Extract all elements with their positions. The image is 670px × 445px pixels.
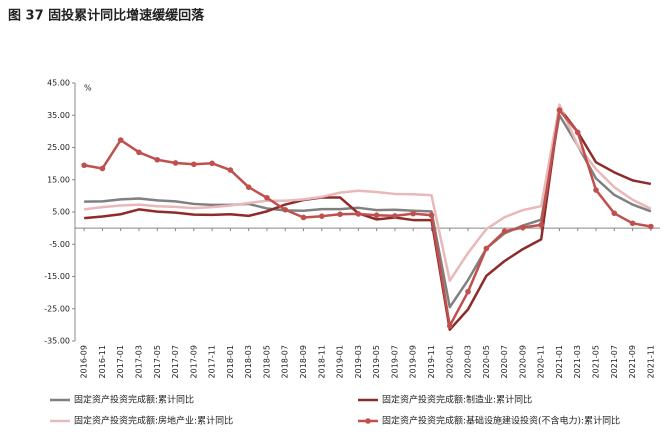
point-marker	[574, 129, 581, 136]
x-tick-label: 2021-09	[628, 345, 637, 378]
point-marker	[410, 210, 417, 217]
x-tick-label: 2017-05	[153, 345, 162, 378]
x-tick-label: 2020-01	[445, 345, 454, 378]
x-tick-label: 2018-11	[317, 345, 326, 378]
point-marker	[538, 222, 544, 228]
x-tick-label: 2020-05	[482, 345, 491, 378]
point-marker	[611, 210, 618, 217]
x-tick-label: 2017-09	[189, 345, 198, 378]
x-tick-label: 2019-07	[390, 345, 399, 378]
x-tick-label: 2018-01	[226, 345, 235, 378]
point-marker	[520, 224, 526, 231]
x-tick-label: 2019-09	[409, 345, 418, 378]
x-tick-label: 2019-05	[372, 345, 381, 378]
x-tick-label: 2020-03	[464, 345, 473, 378]
point-marker	[81, 162, 87, 169]
x-tick-label: 2018-07	[281, 345, 290, 378]
x-tick-label: 2017-01	[116, 345, 125, 378]
y-tick-label: 5.00	[52, 208, 70, 217]
point-marker	[465, 288, 471, 295]
y-tick-label: 45.00	[47, 79, 70, 88]
series-line	[83, 103, 652, 282]
y-tick-label: 35.00	[47, 111, 70, 120]
point-marker	[172, 160, 179, 166]
x-tick-label: 2018-09	[299, 345, 308, 378]
point-marker	[282, 206, 289, 213]
x-tick-label: 2016-09	[80, 345, 89, 378]
legend-label: 固定资产投资完成额:基础设施建设投资(不含电力):累计同比	[382, 415, 620, 427]
y-tick-label: -15.00	[44, 272, 70, 281]
x-tick-label: 2017-11	[208, 345, 217, 378]
x-tick-label: 2021-07	[610, 345, 619, 378]
point-marker	[209, 160, 215, 167]
point-marker	[227, 167, 234, 173]
x-tick-label: 2019-11	[427, 345, 436, 378]
x-tick-label: 2021-01	[555, 345, 564, 378]
chart-title: 图 37 固投累计同比增速缓缓回落	[8, 8, 205, 24]
y-tick-label: 15.00	[47, 175, 70, 184]
x-tick-label: 2021-05	[592, 345, 601, 378]
y-tick-label: -35.00	[44, 337, 70, 346]
point-marker	[99, 165, 106, 172]
legend-label: 固定资产投资完成额:制造业:累计同比	[382, 394, 532, 406]
x-tick-label: 2018-05	[262, 345, 271, 378]
point-marker	[556, 107, 563, 113]
point-marker	[629, 220, 636, 227]
point-marker	[593, 187, 599, 193]
x-tick-label: 2019-03	[354, 345, 363, 378]
series-line	[83, 108, 652, 328]
point-marker	[136, 149, 142, 156]
legend-label: 固定资产投资完成额:累计同比	[74, 394, 194, 406]
point-marker	[264, 195, 270, 201]
y-tick-label: -25.00	[44, 304, 70, 313]
point-marker	[337, 211, 343, 218]
y-tick-label: 25.00	[47, 143, 70, 152]
x-tick-label: 2021-11	[646, 345, 655, 378]
x-tick-label: 2021-03	[573, 345, 582, 378]
legend-marker	[365, 418, 371, 424]
series-line	[84, 106, 652, 331]
x-tick-label: 2019-01	[336, 345, 345, 378]
point-marker	[300, 214, 307, 221]
point-marker	[483, 245, 490, 252]
point-marker	[191, 161, 197, 168]
y-tick-label: -5.00	[49, 240, 70, 249]
point-marker	[117, 137, 124, 143]
x-tick-label: 2020-11	[537, 345, 546, 378]
point-marker	[392, 213, 398, 219]
point-marker	[501, 228, 508, 235]
point-marker	[355, 211, 362, 217]
point-marker	[245, 184, 252, 190]
point-marker	[318, 213, 325, 219]
x-tick-label: 2017-07	[171, 345, 180, 378]
x-tick-label: 2017-03	[134, 345, 143, 378]
point-marker	[648, 223, 654, 230]
x-tick-label: 2018-03	[244, 345, 253, 378]
x-tick-label: 2016-11	[98, 345, 107, 378]
point-marker	[373, 212, 380, 219]
x-tick-label: 2020-07	[500, 345, 509, 378]
point-marker	[428, 212, 435, 219]
x-tick-label: 2020-09	[518, 345, 527, 378]
point-marker	[446, 323, 453, 329]
legend-label: 固定资产投资完成额:房地产业:累计同比	[74, 415, 233, 427]
point-marker	[154, 156, 161, 163]
y-unit: %	[84, 84, 92, 93]
